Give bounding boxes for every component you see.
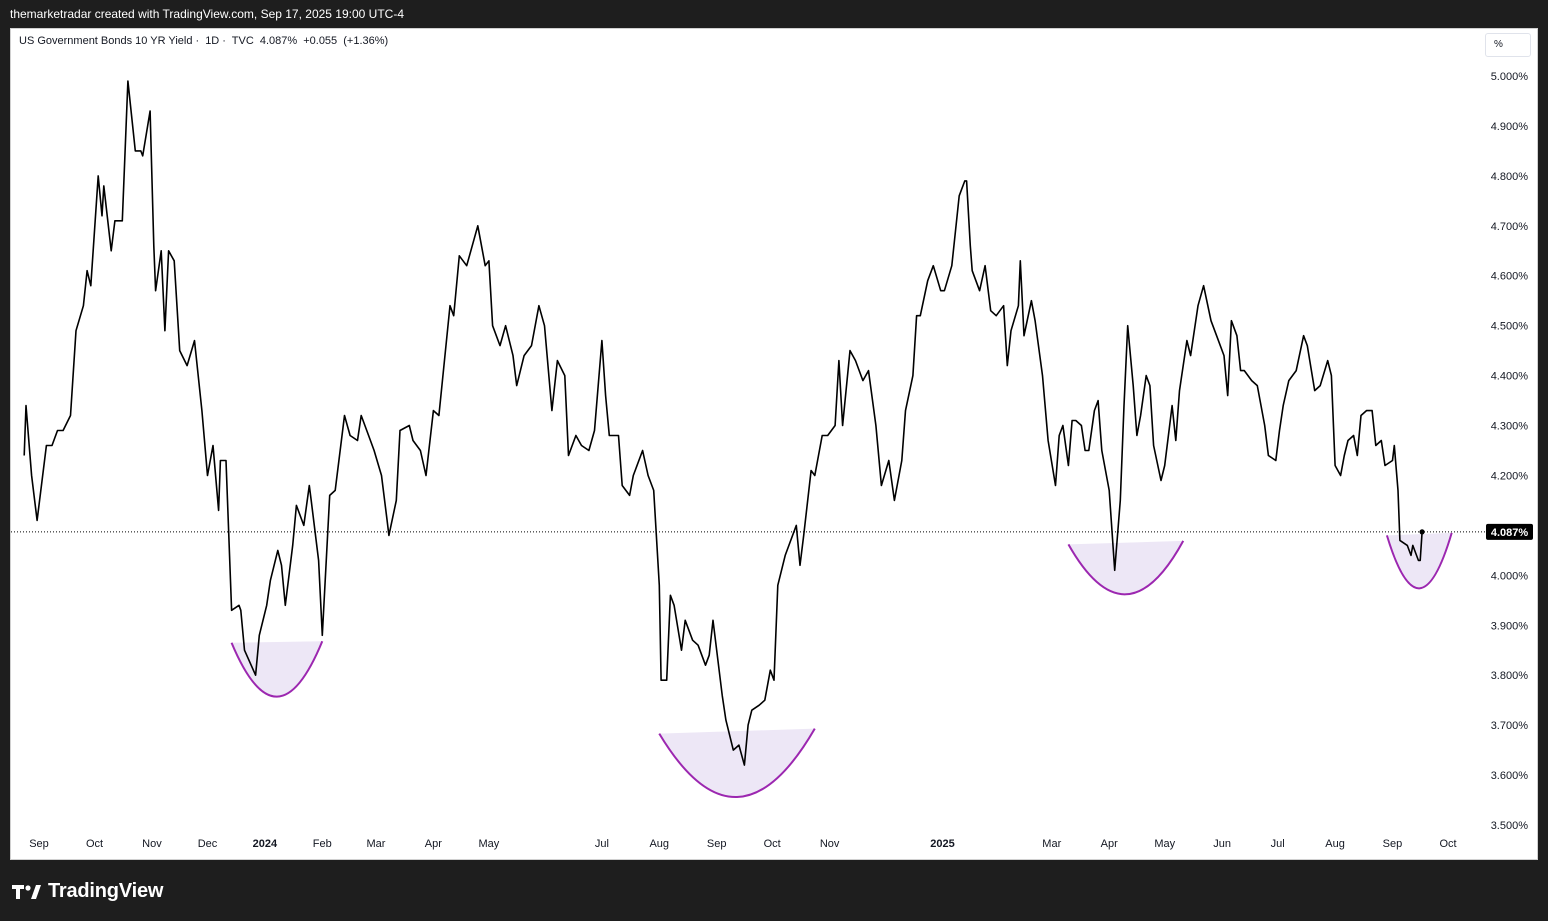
y-tick-label: 4.500% [1491, 321, 1529, 333]
x-tick-label: Oct [1439, 838, 1456, 850]
yield-series-line[interactable] [23, 80, 1423, 766]
chart-legend[interactable]: US Government Bonds 10 YR Yield · 1D · TVC… [19, 35, 389, 47]
legend-symbol: US Government Bonds 10 YR Yield [19, 35, 193, 47]
y-tick-label: 4.400% [1491, 371, 1529, 383]
cup-pattern-fill [659, 728, 815, 798]
x-tick-label: 2024 [253, 838, 278, 850]
attribution-bar: themarketradar created with TradingView.… [0, 0, 1548, 28]
x-tick-label: Apr [1101, 838, 1118, 850]
x-tick-label: Jun [1213, 838, 1231, 850]
legend-change-pct: (+1.36%) [343, 35, 389, 47]
footer-bar: TradingView [0, 860, 1548, 921]
y-tick-label: 3.900% [1491, 620, 1529, 632]
x-tick-label: Apr [425, 838, 442, 850]
last-price-badge [1486, 523, 1533, 540]
last-price-badge-label: 4.087% [1491, 527, 1529, 539]
x-tick-label: Jul [1271, 838, 1285, 850]
chart-panel[interactable]: 5.000% 4.900% 4.800% 4.700% 4.600% 4.500% 4.40… [10, 28, 1538, 860]
legend-last: 4.087% [259, 35, 298, 47]
tradingview-logo[interactable]: TradingView [12, 880, 163, 903]
y-tick-label: 4.900% [1491, 121, 1529, 133]
cup-pattern-arc[interactable] [230, 640, 324, 698]
legend-source: TVC [231, 35, 254, 47]
x-tick-label: Sep [1383, 838, 1403, 850]
y-tick-label: 4.700% [1491, 221, 1529, 233]
legend-change: +0.055 [303, 35, 338, 47]
x-tick-label: Nov [142, 838, 162, 850]
x-tick-label: Mar [1042, 838, 1061, 850]
x-tick-label: Sep [707, 838, 727, 850]
x-tick-label: Feb [313, 838, 332, 850]
cup-pattern-arc[interactable] [658, 728, 816, 799]
y-tick-label: 4.000% [1491, 570, 1529, 582]
price-chart[interactable]: 5.000% 4.900% 4.800% 4.700% 4.600% 4.500% 4.40… [11, 29, 1537, 859]
y-tick-label: 4.600% [1491, 271, 1529, 283]
attribution-text: themarketradar created with TradingView.… [10, 7, 404, 21]
percent-scale-button[interactable]: % [1485, 33, 1531, 57]
cup-pattern-arc[interactable] [1385, 532, 1453, 590]
x-tick-label: 2025 [930, 838, 954, 850]
y-tick-label: 4.800% [1491, 171, 1529, 183]
y-tick-label: 3.500% [1491, 820, 1529, 832]
y-tick-label: 5.000% [1491, 71, 1529, 83]
last-point-marker [1419, 529, 1425, 535]
y-tick-label: 3.700% [1491, 720, 1529, 732]
y-tick-label: 4.200% [1491, 470, 1529, 482]
x-tick-label: Nov [820, 838, 840, 850]
x-tick-label: Jul [595, 838, 609, 850]
x-tick-label: Aug [1325, 838, 1345, 850]
x-tick-label: May [479, 838, 500, 850]
x-tick-label: Oct [764, 838, 781, 850]
x-tick-label: Dec [198, 838, 218, 850]
x-tick-label: Aug [649, 838, 669, 850]
brand-name: TradingView [48, 880, 164, 902]
x-tick-label: Sep [29, 838, 49, 850]
x-tick-label: Oct [86, 838, 103, 850]
legend-interval: 1D [205, 35, 220, 47]
y-tick-label: 3.800% [1491, 670, 1529, 682]
y-tick-label: 3.600% [1491, 770, 1529, 782]
y-tick-label: 4.300% [1491, 421, 1529, 433]
x-tick-label: Mar [366, 838, 385, 850]
tradingview-logo-icon [12, 884, 41, 899]
x-tick-label: May [1154, 838, 1175, 850]
cup-pattern-arc[interactable] [1067, 540, 1185, 596]
